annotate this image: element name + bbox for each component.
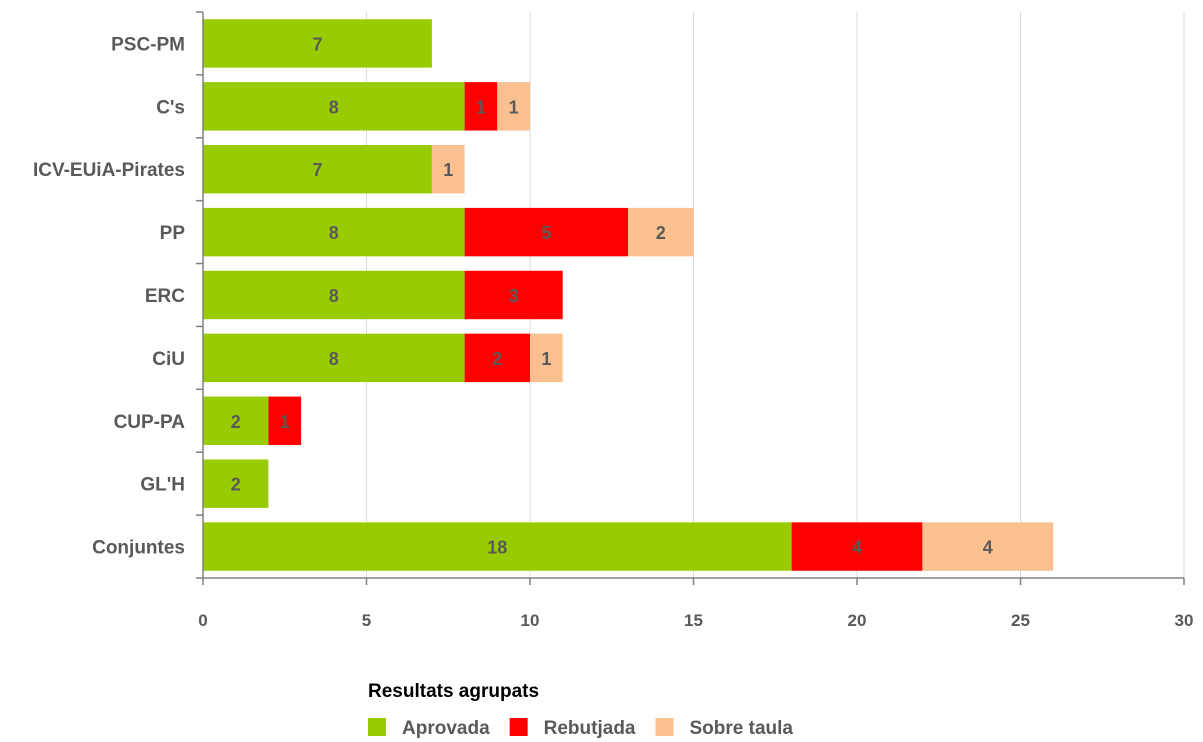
bar-segment [203,333,465,383]
data-label: 1 [443,160,453,180]
bar-segment [464,270,563,320]
bar-segment [203,82,465,131]
data-label: 1 [541,349,551,369]
bar-segment [268,396,302,445]
bar-segment [497,82,530,131]
category-label: ICV-EUiA-Pirates [33,160,185,181]
x-tick-labels: 0 5 10 15 20 25 30 [198,611,1193,630]
data-label: 4 [852,538,862,558]
data-label: 2 [231,475,241,495]
bar-segment [203,522,792,571]
x-tick-label: 5 [362,611,371,630]
legend-swatch [655,718,674,736]
bar-segment [431,145,465,194]
data-label: 7 [312,160,322,180]
bar-segment [530,333,563,383]
legend-label: Sobre taula [690,718,794,739]
legend: Resultats agrupats Aprovada Rebutjada Sobr… [368,681,793,739]
bar-segment [203,207,465,257]
axes [196,11,1185,585]
data-label: 5 [541,223,551,243]
data-label: 1 [509,97,519,117]
legend-swatch [509,718,528,736]
legend-swatch [368,718,386,736]
category-label: PSC-PM [111,34,185,55]
bar-segment [791,522,923,571]
data-label: 8 [329,97,339,117]
category-label: ERC [145,286,185,307]
data-label: 4 [983,538,993,558]
data-label: 7 [312,34,322,54]
x-tick-label: 10 [521,611,540,630]
legend-label: Aprovada [402,718,490,739]
x-tick-label: 15 [684,611,703,630]
bar-segment [464,207,629,257]
category-label: CUP-PA [114,412,186,433]
bar-segment [203,19,432,68]
x-tick-label: 20 [848,611,867,630]
bar-segment [203,396,269,445]
data-label: 2 [492,349,502,369]
bar-segment [203,145,432,194]
data-label: 2 [231,412,241,432]
data-label: 8 [329,349,339,369]
bar-segment [464,82,498,131]
data-label: 1 [280,412,290,432]
legend-title: Resultats agrupats [368,681,539,702]
category-label: GL'H [140,475,185,496]
data-label: 8 [329,286,339,306]
category-label: Conjuntes [92,538,185,559]
data-label: 1 [476,97,486,117]
x-tick-label: 30 [1175,611,1194,630]
x-tick-label: 25 [1011,611,1030,630]
category-label: C's [156,97,185,118]
bar-segment [922,522,1054,571]
legend-label: Rebutjada [544,718,636,739]
data-label: 2 [656,223,666,243]
data-label: 18 [487,538,507,558]
category-label: CiU [152,349,185,370]
bar-segment [203,270,465,320]
bar-segment [628,207,694,257]
x-tick-label: 0 [198,611,207,630]
legend-items: Aprovada Rebutjada Sobre taula [368,718,793,739]
data-label: 3 [509,286,519,306]
category-labels: PSC-PM C's ICV-EUiA-Pirates PP ERC CiU CUP-PA G… [33,34,185,558]
data-label: 8 [329,223,339,243]
bar-segment [203,459,269,508]
category-label: PP [160,223,186,244]
bar-segment [464,333,530,383]
